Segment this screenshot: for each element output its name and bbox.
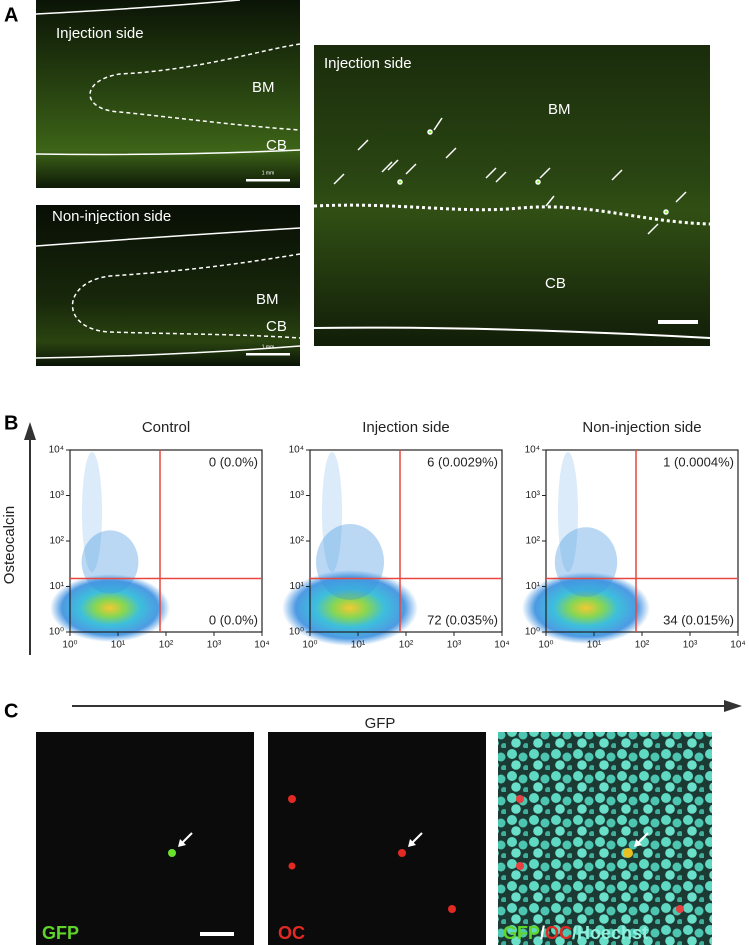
- scale-label: 1 mm: [262, 170, 275, 176]
- x-tick-label: 10⁰: [538, 640, 553, 651]
- image-gfp: [36, 732, 254, 945]
- panel-label: B: [4, 412, 18, 434]
- region-label: CB: [266, 137, 287, 154]
- y-tick-label: 10⁰: [289, 627, 304, 638]
- image-merge: [498, 732, 712, 945]
- x-axis-label: GFP: [365, 715, 396, 732]
- quadrant-count: 1 (0.0004%): [663, 454, 734, 469]
- quadrant-count: 0 (0.0%): [209, 612, 258, 627]
- y-tick-label: 10²: [50, 536, 65, 547]
- y-tick-label: 10⁴: [49, 445, 64, 456]
- x-tick-label: 10¹: [587, 640, 602, 651]
- x-tick-label: 10²: [635, 640, 650, 651]
- region-label: BM: [256, 291, 279, 308]
- x-tick-label: 10³: [447, 640, 462, 651]
- x-tick-label: 10¹: [111, 640, 126, 651]
- image-right: [313, 45, 711, 346]
- image-oc: [268, 732, 486, 945]
- channel-label: GFP/OC/Hoechst: [503, 923, 648, 943]
- merge-part: /Hoechst: [572, 923, 648, 943]
- population: [558, 452, 578, 572]
- population: [282, 570, 418, 646]
- y-tick-label: 10³: [526, 490, 541, 501]
- merge-part: GFP: [503, 923, 540, 943]
- y-tick-label: 10¹: [50, 581, 65, 592]
- x-tick-label: 10³: [683, 640, 698, 651]
- plot-title: Injection side: [362, 419, 450, 436]
- x-tick-label: 10⁴: [254, 640, 269, 651]
- region-label: BM: [548, 101, 571, 118]
- plot-title: Non-injection side: [582, 419, 701, 436]
- x-tick-label: 10⁰: [62, 640, 77, 651]
- y-tick-label: 10⁴: [289, 445, 304, 456]
- x-tick-label: 10⁴: [494, 640, 509, 651]
- y-tick-label: 10²: [526, 536, 541, 547]
- arrow-head: [24, 422, 36, 440]
- quadrant-count: 34 (0.015%): [663, 612, 734, 627]
- merge-part: OC: [545, 923, 572, 943]
- region-label: BM: [252, 79, 275, 96]
- arrow-head: [724, 700, 742, 712]
- quadrant-count: 6 (0.0029%): [427, 454, 498, 469]
- plot-title: Control: [142, 419, 190, 436]
- x-tick-label: 10²: [399, 640, 414, 651]
- y-axis-label: Osteocalcin: [1, 506, 18, 584]
- panel-label: A: [4, 4, 18, 26]
- population: [316, 524, 384, 600]
- image-title: Injection side: [324, 55, 412, 72]
- population: [322, 452, 342, 572]
- merge-part: /: [540, 923, 545, 943]
- region-label: CB: [545, 275, 566, 292]
- y-tick-label: 10⁰: [49, 627, 64, 638]
- panel-label: C: [4, 700, 18, 722]
- x-tick-label: 10¹: [351, 640, 366, 651]
- x-tick-label: 10²: [159, 640, 174, 651]
- y-tick-label: 10¹: [290, 581, 305, 592]
- y-tick-label: 10¹: [526, 581, 541, 592]
- x-tick-label: 10³: [207, 640, 222, 651]
- x-tick-label: 10⁴: [730, 640, 745, 651]
- channel-label: GFP: [42, 923, 79, 943]
- image-bottom-left: [35, 205, 301, 366]
- quadrant-count: 72 (0.035%): [427, 612, 498, 627]
- y-tick-label: 10²: [290, 536, 305, 547]
- y-tick-label: 10³: [290, 490, 305, 501]
- channel-label: OC: [278, 923, 305, 943]
- image-title: Injection side: [56, 25, 144, 42]
- quadrant-count: 0 (0.0%): [209, 454, 258, 469]
- y-tick-label: 10³: [50, 490, 65, 501]
- scale-label: 1 mm: [262, 344, 275, 350]
- region-label: CB: [266, 318, 287, 335]
- image-title: Non-injection side: [52, 208, 171, 225]
- population: [554, 527, 618, 597]
- x-tick-label: 10⁰: [302, 640, 317, 651]
- population: [522, 572, 650, 644]
- y-tick-label: 10⁰: [525, 627, 540, 638]
- population: [50, 574, 170, 642]
- image-top-left: [35, 0, 301, 188]
- y-tick-label: 10⁴: [525, 445, 540, 456]
- population: [82, 452, 102, 572]
- flow-plots: Control 10⁰ 10¹ 10² 10³ 10⁴ 10⁰ 10¹ 10² 10³ 10⁴ 0 (…: [49, 419, 746, 651]
